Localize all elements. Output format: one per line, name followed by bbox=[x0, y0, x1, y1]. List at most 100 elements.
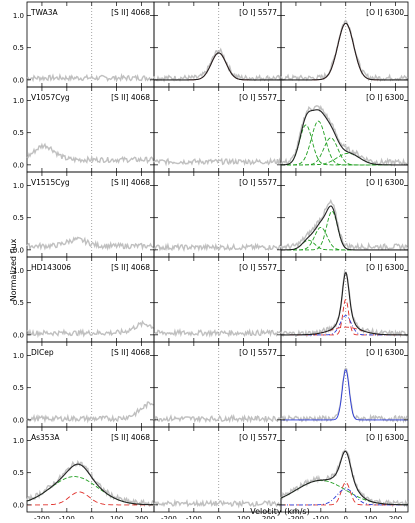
panel: 0.0 0.5 1.0 [S II] 4068 TWA3A bbox=[13, 1, 155, 88]
panel: [O I] 6300 bbox=[280, 1, 409, 88]
observed-spectrum bbox=[153, 157, 282, 167]
line-label: [O I] 6300 bbox=[366, 348, 404, 357]
x-tick-label: 200 bbox=[135, 515, 148, 519]
panel: 0.0 0.5 1.0 [S II] 4068 V1515Cyg bbox=[13, 171, 155, 258]
panel: [O I] 6300 bbox=[280, 171, 409, 258]
line-label: [O I] 6300 bbox=[366, 178, 404, 187]
x-tick-label: 200 bbox=[262, 515, 275, 519]
line-label: [S II] 4068 bbox=[111, 93, 150, 102]
x-tick-label: -100 bbox=[59, 515, 75, 519]
y-tick-label: 1.0 bbox=[13, 182, 24, 190]
line-label: [O I] 6300 bbox=[366, 8, 404, 17]
y-tick-label: 0.5 bbox=[13, 44, 24, 52]
panel: [O I] 6300 bbox=[280, 86, 409, 173]
y-tick-label: 0.0 bbox=[13, 331, 24, 339]
total-fit-curve bbox=[281, 271, 408, 336]
y-tick-label: 1.0 bbox=[13, 12, 24, 20]
x-tick-label: 100 bbox=[237, 515, 250, 519]
observed-spectrum bbox=[26, 319, 155, 339]
observed-spectrum bbox=[280, 198, 409, 252]
observed-spectrum bbox=[26, 401, 154, 424]
line-label: [O I] 6300 bbox=[366, 433, 404, 442]
y-tick-label: 0.0 bbox=[13, 161, 24, 169]
panel-frame bbox=[280, 426, 409, 513]
line-label: [S II] 4068 bbox=[111, 263, 150, 272]
x-axis-label: Velocity (km/s) bbox=[250, 507, 309, 516]
x-tick-label: 200 bbox=[389, 515, 402, 519]
line-label: [O I] 6300 bbox=[366, 263, 404, 272]
observed-spectrum bbox=[26, 236, 155, 251]
red-component-curve bbox=[281, 481, 408, 506]
y-tick-label: 1.0 bbox=[13, 267, 24, 275]
observed-spectrum bbox=[26, 459, 154, 508]
star-name-label: V1057Cyg bbox=[31, 93, 70, 102]
star-name-label: TWA3A bbox=[30, 8, 58, 17]
y-tick-label: 0.0 bbox=[13, 76, 24, 84]
total-fit-curve bbox=[281, 205, 408, 251]
observed-spectrum bbox=[280, 19, 409, 83]
y-tick-label: 0.5 bbox=[13, 299, 24, 307]
star-name-label: V1515Cyg bbox=[31, 178, 70, 187]
line-label: [S II] 4068 bbox=[111, 8, 150, 17]
y-tick-label: 0.0 bbox=[13, 501, 24, 509]
red-component-curve bbox=[27, 491, 154, 506]
panel: [O I] 5577 bbox=[153, 171, 282, 258]
y-tick-label: 0.5 bbox=[13, 129, 24, 137]
total-fit-curve bbox=[154, 52, 281, 81]
panel: [O I] 5577 bbox=[153, 1, 282, 88]
y-tick-label: 0.0 bbox=[13, 246, 24, 254]
observed-spectrum bbox=[280, 449, 409, 508]
x-tick-label: 0 bbox=[90, 515, 94, 519]
x-tick-label: 0 bbox=[344, 515, 348, 519]
x-tick-label: 100 bbox=[364, 515, 377, 519]
line-label: [O I] 6300 bbox=[366, 93, 404, 102]
line-label: [S II] 4068 bbox=[111, 178, 150, 187]
panel: [O I] 5577 bbox=[153, 256, 282, 343]
observed-spectrum bbox=[153, 47, 282, 83]
green-component-curve bbox=[281, 120, 408, 166]
x-tick-label: -100 bbox=[186, 515, 202, 519]
observed-spectrum bbox=[153, 498, 281, 509]
y-tick-label: 1.0 bbox=[13, 437, 24, 445]
y-tick-label: 1.0 bbox=[13, 352, 24, 360]
panel: [O I] 6300 bbox=[280, 256, 409, 343]
panel: [O I] 6300 bbox=[280, 341, 409, 428]
red-component-curve bbox=[281, 22, 408, 81]
panel: [O I] 5577 bbox=[153, 86, 282, 173]
y-tick-label: 0.0 bbox=[13, 416, 24, 424]
y-tick-label: 1.0 bbox=[13, 97, 24, 105]
total-fit-curve bbox=[280, 450, 408, 506]
line-label: [O I] 5577 bbox=[239, 433, 277, 442]
star-name-label: DICep bbox=[31, 348, 54, 357]
x-tick-label: -200 bbox=[34, 515, 50, 519]
panel: -200 -100 0 100 200 0.0 0.5 1.0 [S II] 4068 As353… bbox=[13, 426, 155, 523]
observed-spectrum bbox=[153, 242, 281, 253]
panel: [O I] 5577 bbox=[153, 341, 282, 428]
blue-component-curve bbox=[281, 369, 408, 421]
x-tick-label: -100 bbox=[313, 515, 329, 519]
red-component-curve bbox=[281, 298, 408, 336]
line-label: [S II] 4068 bbox=[111, 433, 150, 442]
line-label: [O I] 5577 bbox=[239, 348, 277, 357]
total-fit-curve bbox=[281, 109, 408, 166]
observed-spectrum bbox=[153, 327, 282, 338]
y-axis-label: Normalized flux bbox=[9, 238, 18, 301]
line-label: [S II] 4068 bbox=[111, 348, 150, 357]
x-tick-label: -200 bbox=[161, 515, 177, 519]
panel: 0.0 0.5 1.0 [S II] 4068 DICep bbox=[13, 341, 155, 428]
observed-spectrum bbox=[26, 142, 155, 165]
total-fit-curve bbox=[281, 22, 408, 81]
y-tick-label: 0.5 bbox=[13, 384, 24, 392]
line-label: [O I] 5577 bbox=[239, 93, 277, 102]
observed-spectrum bbox=[26, 72, 154, 83]
y-tick-label: 0.5 bbox=[13, 469, 24, 477]
line-label: [O I] 5577 bbox=[239, 178, 277, 187]
panel: 0.0 0.5 1.0 [S II] 4068 HD143006 bbox=[13, 256, 155, 343]
panel: 0.0 0.5 1.0 [S II] 4068 V1057Cyg bbox=[13, 86, 155, 173]
red-component-curve bbox=[154, 52, 281, 81]
observed-spectrum bbox=[280, 104, 408, 168]
x-tick-label: 0 bbox=[217, 515, 221, 519]
x-tick-label: 100 bbox=[110, 515, 123, 519]
star-name-label: HD143006 bbox=[31, 263, 71, 272]
